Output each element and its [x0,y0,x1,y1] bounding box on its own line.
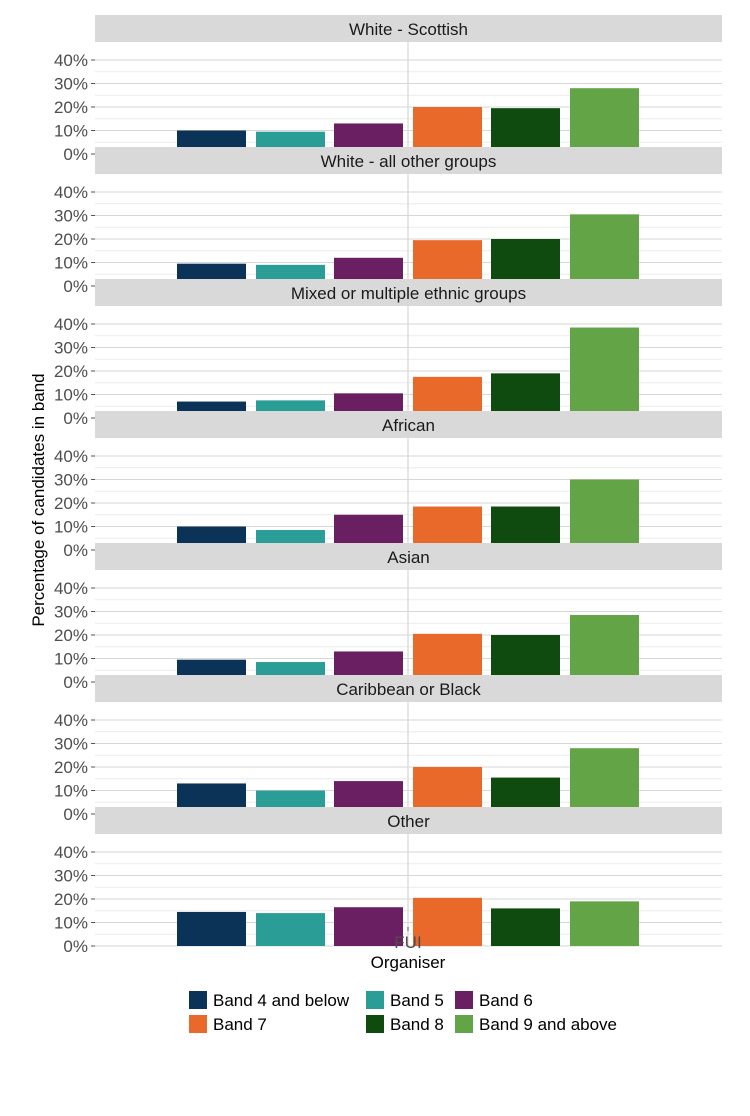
y-tick-label: 0% [63,145,88,164]
y-tick-label: 40% [54,447,88,466]
legend-label: Band 6 [479,991,533,1010]
facet-strip-label: Mixed or multiple ethnic groups [291,284,526,303]
facet-strip [95,807,722,834]
y-tick-label: 0% [63,673,88,692]
bar [491,239,560,286]
y-tick-label: 20% [54,890,88,909]
bar [570,479,639,550]
y-axis-title: Percentage of candidates in band [29,373,48,626]
bar [570,748,639,814]
facet-strip-label: Other [387,812,430,831]
y-tick-label: 0% [63,277,88,296]
legend-label: Band 8 [390,1015,444,1034]
bar [491,108,560,154]
bar [413,767,482,814]
legend-label: Band 7 [213,1015,267,1034]
facet-strip-label: Asian [387,548,430,567]
y-tick-label: 10% [54,914,88,933]
y-tick-label: 10% [54,518,88,537]
y-tick-label: 30% [54,471,88,490]
y-tick-label: 20% [54,362,88,381]
y-tick-label: 30% [54,735,88,754]
facet-strip-label: White - Scottish [349,20,468,39]
y-tick-label: 0% [63,937,88,956]
y-tick-label: 40% [54,51,88,70]
y-tick-label: 0% [63,409,88,428]
legend-label: Band 9 and above [479,1015,617,1034]
bar [570,901,639,946]
x-tick-label: FUI [394,933,421,952]
legend-swatch [455,1015,473,1033]
y-tick-label: 40% [54,843,88,862]
y-tick-label: 20% [54,758,88,777]
facet-strip-label: African [382,416,435,435]
y-tick-label: 10% [54,254,88,273]
y-tick-label: 20% [54,494,88,513]
bar [491,635,560,682]
legend-swatch [366,1015,384,1033]
bar [570,327,639,418]
y-tick-label: 30% [54,339,88,358]
facet-strip [95,543,722,570]
bar [570,88,639,154]
x-axis-title: Organiser [371,953,446,972]
bar [491,908,560,946]
y-tick-label: 30% [54,75,88,94]
y-tick-label: 0% [63,805,88,824]
legend-swatch [455,991,473,1009]
facet-strip [95,411,722,438]
bar [413,897,482,946]
y-tick-label: 20% [54,230,88,249]
bar [413,107,482,154]
y-tick-label: 20% [54,626,88,645]
facet-panel: Other 0% 10% 20% 30% 40% [54,807,722,956]
y-tick-label: 10% [54,122,88,141]
bar [570,214,639,286]
legend: Band 4 and below Band 5 Band 6 Band 7 Band 8… [189,991,617,1034]
facet-strip [95,675,722,702]
bar [177,911,246,946]
bar [413,506,482,550]
facet-panel: White - all other groups 0% 10% 20% 30% 40% [54,147,722,296]
facet-strip [95,279,722,306]
legend-swatch [189,991,207,1009]
bar [570,615,639,682]
legend-label: Band 4 and below [213,991,350,1010]
y-tick-label: 40% [54,315,88,334]
y-tick-label: 40% [54,579,88,598]
facet-panel: Mixed or multiple ethnic groups 0% 10% 20% 3… [54,279,722,428]
facet-panel: African 0% 10% 20% 30% 40% [54,411,722,560]
facet-strip [95,15,722,42]
facet-panel: White - Scottish 0% 10% 20% 30% 40% [54,15,722,164]
bar [413,240,482,286]
facet-strip-label: White - all other groups [321,152,497,171]
y-tick-label: 0% [63,541,88,560]
y-tick-label: 20% [54,98,88,117]
facet-panel: Asian 0% 10% 20% 30% 40% [54,543,722,692]
facet-panel: Caribbean or Black 0% 10% 20% 30% 40% [54,675,722,824]
legend-label: Band 5 [390,991,444,1010]
y-tick-label: 40% [54,183,88,202]
facet-strip-label: Caribbean or Black [336,680,481,699]
bar [491,506,560,550]
y-tick-label: 30% [54,603,88,622]
bar [491,373,560,418]
y-tick-label: 10% [54,650,88,669]
y-tick-label: 10% [54,386,88,405]
y-tick-label: 30% [54,867,88,886]
y-tick-label: 30% [54,207,88,226]
facet-strip [95,147,722,174]
y-tick-label: 40% [54,711,88,730]
y-tick-label: 10% [54,782,88,801]
bar [334,907,403,946]
bar [413,633,482,682]
bar [256,913,325,946]
legend-swatch [366,991,384,1009]
legend-swatch [189,1015,207,1033]
